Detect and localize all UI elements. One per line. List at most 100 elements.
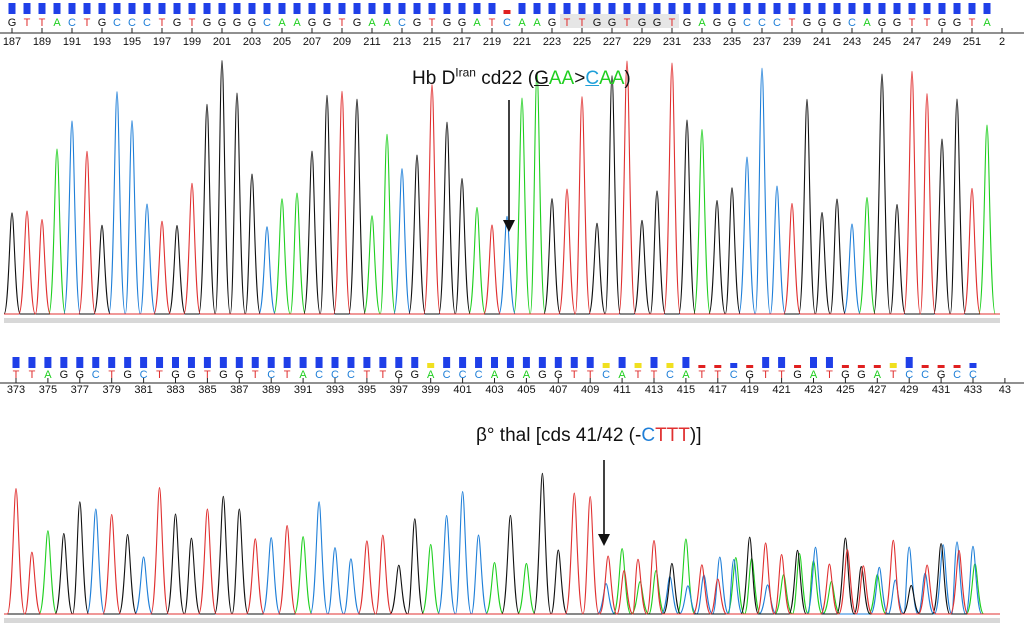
quality-bar <box>158 3 166 14</box>
position-label: 423 <box>804 384 822 396</box>
position-label: 383 <box>166 384 184 396</box>
base-letter: G <box>233 17 242 29</box>
base-letter: C <box>848 17 856 29</box>
base-letter: T <box>789 17 796 29</box>
base-letter: C <box>92 369 100 381</box>
base-letter: G <box>248 17 257 29</box>
quality-bar <box>548 3 556 14</box>
trace-baseline <box>4 318 1000 323</box>
base-letter: A <box>491 369 499 381</box>
position-label: 427 <box>868 384 886 396</box>
quality-bar <box>778 357 786 368</box>
annotation-prefix: β° thal [cds 41/42 (- <box>476 425 642 446</box>
quality-bar <box>92 357 100 368</box>
quality-bar <box>937 365 945 368</box>
base-letter: A <box>383 17 391 29</box>
quality-bar <box>578 3 586 14</box>
base-letter: G <box>608 17 617 29</box>
base-letter: C <box>758 17 766 29</box>
base-letter: G <box>395 369 404 381</box>
trace-t <box>4 60 1000 315</box>
position-label: 433 <box>964 384 982 396</box>
quality-bar <box>60 357 68 368</box>
quality-bar <box>653 3 661 14</box>
base-letter: T <box>651 369 658 381</box>
base-letter: C <box>905 369 913 381</box>
base-letter: T <box>587 369 594 381</box>
base-letter: T <box>24 17 31 29</box>
position-label: 249 <box>933 36 951 48</box>
quality-bar <box>251 357 259 368</box>
base-letter: A <box>44 369 52 381</box>
quality-bar <box>459 357 467 368</box>
quality-bar <box>203 3 211 14</box>
quality-bar <box>728 3 736 14</box>
base-letter: G <box>953 17 962 29</box>
position-label: 247 <box>903 36 921 48</box>
base-letter: T <box>159 17 166 29</box>
base-letter: G <box>713 17 722 29</box>
quality-bar <box>878 3 886 14</box>
position-label: 225 <box>573 36 591 48</box>
base-letter: G <box>548 17 557 29</box>
position-label: 197 <box>153 36 171 48</box>
base-letter: G <box>123 369 132 381</box>
quality-bar <box>889 363 897 368</box>
position-label: 235 <box>723 36 741 48</box>
quality-bar <box>938 3 946 14</box>
quality-bar <box>538 357 546 368</box>
base-letter: A <box>473 17 481 29</box>
codon-normal-base: G <box>534 68 549 89</box>
position-label: 381 <box>134 384 152 396</box>
codon-mutant-rest: AA <box>599 68 625 89</box>
base-letter: A <box>810 369 818 381</box>
base-letter: G <box>235 369 244 381</box>
position-label: 403 <box>485 384 503 396</box>
quality-bar <box>602 363 610 368</box>
quality-bar <box>518 3 526 14</box>
position-label: 199 <box>183 36 201 48</box>
quality-bar <box>683 3 691 14</box>
annotation-superscript: Iran <box>455 65 476 80</box>
position-label: 389 <box>262 384 280 396</box>
base-letter: G <box>938 17 947 29</box>
trace-t <box>4 487 1000 615</box>
quality-bar <box>563 3 571 14</box>
quality-bar <box>818 3 826 14</box>
position-label: 191 <box>63 36 81 48</box>
position-label: 411 <box>613 384 631 396</box>
codon-arrow: > <box>574 68 586 89</box>
base-letter: T <box>339 17 346 29</box>
position-label: 397 <box>390 384 408 396</box>
base-letter: T <box>669 17 676 29</box>
base-letter: T <box>564 17 571 29</box>
base-letter: G <box>413 17 422 29</box>
quality-bar <box>188 3 196 14</box>
quality-bar <box>714 365 722 368</box>
base-letter: G <box>638 17 647 29</box>
annotation-end: )] <box>689 425 702 446</box>
base-letter: G <box>458 17 467 29</box>
position-label: 203 <box>243 36 261 48</box>
base-letter: A <box>682 369 690 381</box>
quality-bar <box>522 357 530 368</box>
annotation-middle: cd22 ( <box>475 68 535 89</box>
base-letter: T <box>252 369 259 381</box>
position-label: 229 <box>633 36 651 48</box>
quality-bar <box>593 3 601 14</box>
base-letter: A <box>293 17 301 29</box>
codon-mutant-base: C <box>585 68 600 89</box>
quality-bar <box>235 357 243 368</box>
quality-bar <box>395 357 403 368</box>
pointer-arrowhead <box>598 534 610 546</box>
quality-bar <box>758 3 766 14</box>
base-letter: C <box>953 369 961 381</box>
base-letter: T <box>571 369 578 381</box>
quality-bar <box>413 3 421 14</box>
quality-bar <box>83 3 91 14</box>
base-letter: G <box>793 369 802 381</box>
base-letter: T <box>156 369 163 381</box>
base-letter: A <box>863 17 871 29</box>
quality-bar <box>98 3 106 14</box>
